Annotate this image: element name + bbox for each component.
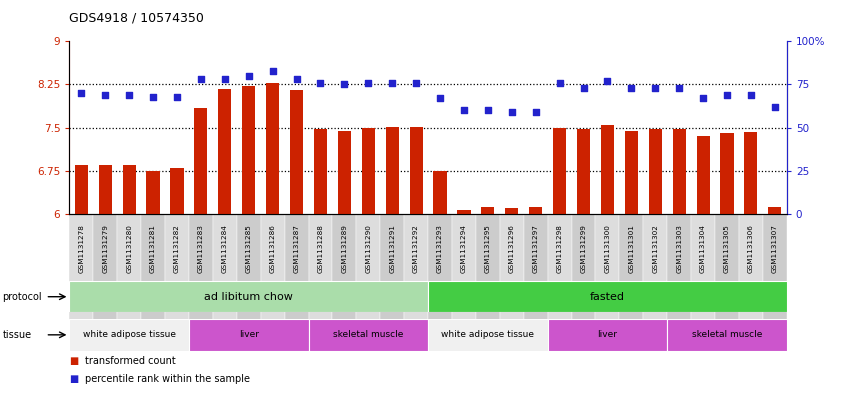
Bar [696,136,710,214]
Text: white adipose tissue: white adipose tissue [83,331,176,339]
Bar [290,90,303,214]
Point [290,76,304,83]
Bar [362,128,375,214]
Point [433,95,447,101]
Bar [338,130,351,214]
Bar [99,165,112,214]
Point [529,109,542,115]
Bar [242,86,255,214]
Bar [428,319,547,351]
Point [314,80,327,86]
Point [266,68,279,74]
Bar [744,132,757,214]
Point [552,80,566,86]
Text: white adipose tissue: white adipose tissue [442,331,535,339]
Bar [458,209,470,214]
Text: GDS4918 / 10574350: GDS4918 / 10574350 [69,12,204,25]
Bar [601,125,614,214]
Bar [428,281,787,312]
Point [481,107,495,114]
Text: protocol: protocol [3,292,42,302]
Bar [673,129,686,214]
Point [338,81,351,88]
Text: skeletal muscle: skeletal muscle [692,331,762,339]
Point [744,92,758,98]
Point [386,80,399,86]
Bar [218,88,232,214]
Point [696,95,710,101]
Bar [309,319,428,351]
Bar [667,319,787,351]
Bar [649,129,662,214]
Point [457,107,470,114]
Text: tissue: tissue [3,330,31,340]
Bar [386,127,398,214]
Point [649,85,662,91]
Text: fasted: fasted [590,292,625,302]
Point [409,80,423,86]
Bar [768,207,782,214]
Point [577,85,591,91]
Point [146,94,160,100]
Bar [69,319,189,351]
Point [361,80,375,86]
Point [624,85,638,91]
Point [601,78,614,84]
Point [170,94,184,100]
Point [673,85,686,91]
Text: ■: ■ [69,375,79,384]
Bar [433,171,447,214]
Point [218,76,232,83]
Point [720,92,733,98]
Bar [170,168,184,214]
Text: transformed count: transformed count [85,356,175,366]
Point [123,92,136,98]
Point [74,90,88,96]
Text: skeletal muscle: skeletal muscle [333,331,404,339]
Bar [577,129,591,214]
Bar [123,165,135,214]
Bar [553,128,566,214]
Bar [409,127,423,214]
Text: liver: liver [597,331,618,339]
Bar [314,129,327,214]
Text: ■: ■ [69,356,79,366]
Point [242,73,255,79]
Point [505,109,519,115]
Point [98,92,112,98]
Bar [547,319,667,351]
Bar [189,319,309,351]
Bar [481,207,494,214]
Bar [266,83,279,214]
Bar [69,281,428,312]
Point [194,76,207,83]
Bar [505,208,519,214]
Text: ad libitum chow: ad libitum chow [204,292,294,302]
Bar [74,165,88,214]
Bar [624,130,638,214]
Bar [146,171,160,214]
Point [768,104,782,110]
Bar [195,108,207,214]
Bar [721,134,733,214]
Text: percentile rank within the sample: percentile rank within the sample [85,375,250,384]
Bar [529,207,542,214]
Text: liver: liver [239,331,259,339]
